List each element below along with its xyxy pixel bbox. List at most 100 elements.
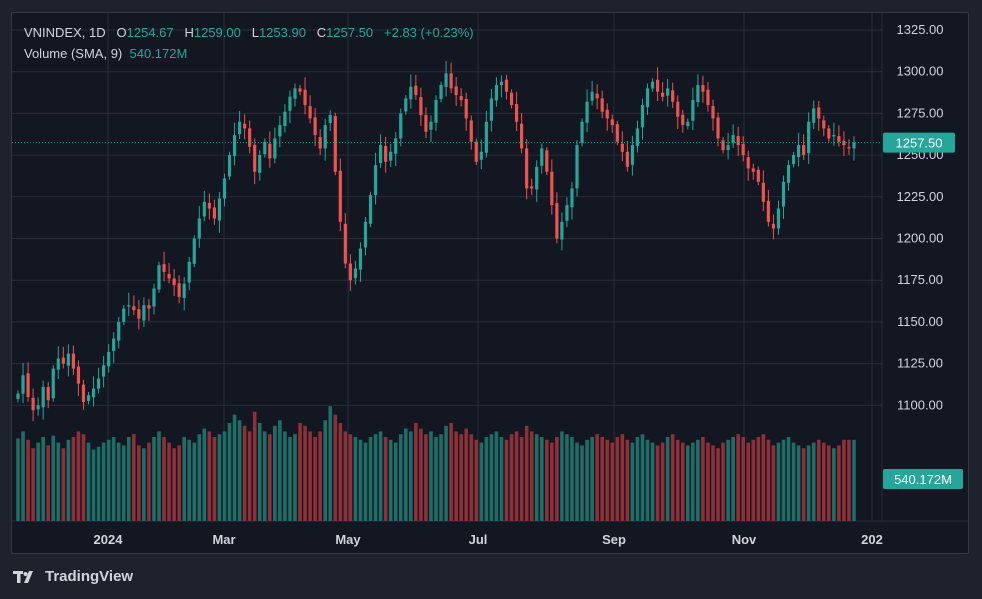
candle-body [328, 115, 332, 124]
volume-bar [484, 437, 489, 521]
volume-bar [116, 442, 121, 521]
candle-body [570, 188, 574, 208]
grid [12, 13, 968, 522]
time-axis[interactable]: 2024 Mar May Jul Sep Nov 202 [94, 532, 883, 547]
candle-body [635, 128, 640, 147]
candle-body [117, 321, 121, 341]
candle-body [625, 151, 629, 167]
candle-body [167, 273, 171, 279]
candle-body [51, 368, 55, 399]
candle-body [484, 121, 488, 153]
candle-body [36, 405, 40, 410]
y-tick-label: 1200.00 [897, 231, 944, 246]
candle-body [761, 182, 765, 202]
volume-bar [81, 434, 86, 521]
volume-bar [675, 439, 680, 521]
candle-body [162, 264, 166, 272]
volume-bar [539, 437, 544, 521]
volume-bar [162, 437, 166, 521]
candle-body [751, 168, 755, 172]
volume-bar [247, 431, 252, 521]
candle-body [107, 351, 111, 367]
volume-bar [217, 434, 222, 521]
candle-body [827, 128, 831, 139]
y-tick-label: 1150.00 [897, 314, 943, 329]
candle-body [31, 397, 35, 411]
change-value: +2.83 (+0.23%) [384, 25, 474, 40]
volume-bar [680, 442, 685, 521]
candlestick-chart[interactable]: 1325.001300.001275.001250.001225.001200.… [12, 13, 968, 553]
volume-bars [16, 406, 856, 521]
candle-body [444, 73, 448, 88]
symbol-name[interactable]: VNINDEX [24, 25, 82, 40]
volume-bar [288, 437, 292, 521]
volume-bar [152, 437, 156, 521]
candle-body [86, 395, 91, 401]
candle-body [590, 91, 594, 101]
candle-body [786, 165, 791, 183]
candle-body [263, 141, 267, 155]
x-tick-label: 202 [861, 532, 883, 547]
candle-body [797, 145, 801, 158]
tradingview-logo[interactable]: TradingView [13, 568, 133, 585]
candle-body [278, 125, 282, 137]
candle-body [645, 88, 650, 108]
candle-body [560, 221, 564, 240]
volume-bar [721, 442, 725, 521]
chart-frame[interactable]: 1325.00 1300.00 1275.00 1250.00 1225.00 1200.… [11, 12, 969, 554]
candle-body [81, 384, 86, 402]
volume-bar [741, 437, 746, 521]
candle-body [489, 98, 493, 121]
volume-bar [781, 439, 786, 521]
y-tick-label: 1300.00 [897, 64, 944, 79]
volume-bar [565, 434, 569, 521]
candle-body [494, 85, 499, 101]
volume-bar [212, 437, 217, 521]
candle-body [283, 111, 287, 127]
volume-bar [16, 438, 20, 521]
candle-body [454, 86, 458, 96]
interval[interactable]: 1D [89, 25, 106, 40]
volume-bar [373, 434, 378, 521]
volume-bar [257, 423, 262, 521]
volume-bar [313, 437, 317, 521]
volume-bar [595, 434, 599, 521]
volume-bar [56, 442, 61, 521]
volume-bar [711, 445, 715, 521]
volume-label[interactable]: Volume (SMA, 9) [24, 46, 123, 61]
y-tick-label: 1125.00 [897, 356, 943, 371]
candle-body [832, 135, 836, 137]
candle-body [414, 85, 418, 96]
high-value: 1259.00 [193, 25, 241, 40]
volume-bar [419, 428, 423, 521]
volume-bar [51, 435, 56, 521]
volume-bar [529, 431, 534, 521]
volume-bar [21, 431, 25, 521]
volume-bar [202, 428, 207, 521]
candle-body [222, 178, 227, 199]
volume-bar [167, 442, 171, 521]
candle-body [66, 353, 70, 366]
candle-body [605, 109, 609, 119]
volume-bar [469, 434, 474, 521]
ohlc-legend: VNINDEX, 1D O1254.67 H1259.00 L1253.90 C… [24, 25, 474, 40]
volume-bar [71, 437, 76, 521]
volume-bar [514, 431, 519, 521]
volume-bar [283, 431, 287, 521]
volume-bar [509, 434, 514, 521]
volume-bar [454, 431, 458, 521]
candle-body [273, 138, 277, 159]
candle-body [615, 124, 619, 142]
volume-bar [368, 437, 373, 521]
candle-body [127, 305, 131, 307]
candle-body [837, 136, 841, 142]
volume-bar [761, 434, 766, 521]
price-axis[interactable]: 1325.001300.001275.001250.001225.001200.… [897, 22, 944, 412]
candle-body [157, 265, 161, 290]
volume-bar [560, 431, 564, 521]
volume-bar [504, 439, 509, 521]
volume-bar [378, 431, 383, 521]
candle-body [469, 120, 473, 142]
candle-body [545, 150, 549, 172]
candle-body [540, 148, 544, 166]
